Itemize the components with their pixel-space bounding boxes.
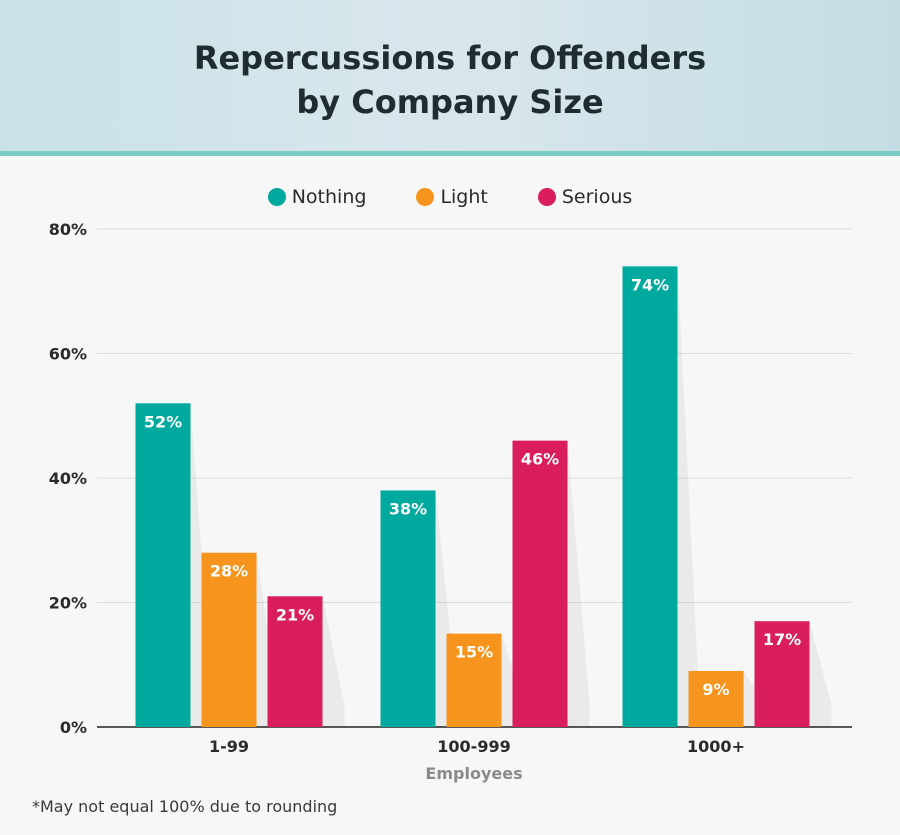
legend-swatch-serious	[537, 188, 556, 206]
bar-light-1-99	[201, 552, 257, 727]
bar-nothing-100-999	[380, 490, 436, 727]
x-tick-label: 100-999	[437, 737, 510, 756]
header-banner: Repercussions for Offenders by Company S…	[0, 0, 900, 156]
legend-label-nothing: Nothing	[291, 186, 367, 208]
legend-item-serious: Serious	[537, 186, 633, 208]
bar-light-1000+	[688, 670, 744, 727]
bar-shadow	[677, 266, 700, 727]
legend-swatch-nothing	[267, 188, 286, 206]
y-tick-label: 0%	[60, 718, 87, 737]
data-label: 15%	[455, 643, 493, 662]
bar-nothing-1-99	[135, 403, 191, 727]
legend-item-nothing: Nothing	[267, 186, 367, 208]
legend: Nothing Light Serious	[0, 186, 900, 208]
title-line-1: Repercussions for Offenders	[193, 39, 707, 77]
data-label: 21%	[276, 605, 314, 624]
data-label: 9%	[702, 680, 729, 699]
bar-nothing-1000+	[622, 266, 678, 727]
x-tick-label: 1-99	[209, 737, 249, 756]
legend-label-light: Light	[440, 186, 488, 208]
y-tick-label: 80%	[49, 220, 87, 239]
bar-serious-100-999	[512, 440, 568, 727]
data-label: 52%	[144, 412, 182, 431]
bar-shadow	[322, 596, 345, 727]
data-label: 46%	[521, 450, 559, 469]
x-tick-label: 1000+	[687, 737, 745, 756]
legend-item-light: Light	[416, 186, 488, 208]
bar-serious-1000+	[754, 621, 810, 727]
footnote: *May not equal 100% due to rounding	[32, 797, 338, 816]
y-tick-label: 60%	[49, 345, 87, 364]
legend-swatch-light	[416, 188, 435, 206]
bar-shadow	[809, 621, 832, 727]
legend-label-serious: Serious	[561, 186, 633, 208]
x-axis-label: Employees	[425, 764, 522, 783]
data-label: 28%	[210, 562, 248, 581]
bar-serious-1-99	[267, 596, 323, 727]
y-tick-label: 20%	[49, 594, 87, 613]
bar-shadow	[567, 440, 590, 727]
data-label: 38%	[389, 499, 427, 518]
y-tick-label: 40%	[49, 469, 87, 488]
bar-light-100-999	[446, 633, 502, 727]
data-label: 74%	[631, 275, 669, 294]
chart-title: Repercussions for Offenders by Company S…	[0, 36, 900, 124]
data-label: 17%	[763, 630, 801, 649]
title-line-2: by Company Size	[296, 83, 604, 121]
